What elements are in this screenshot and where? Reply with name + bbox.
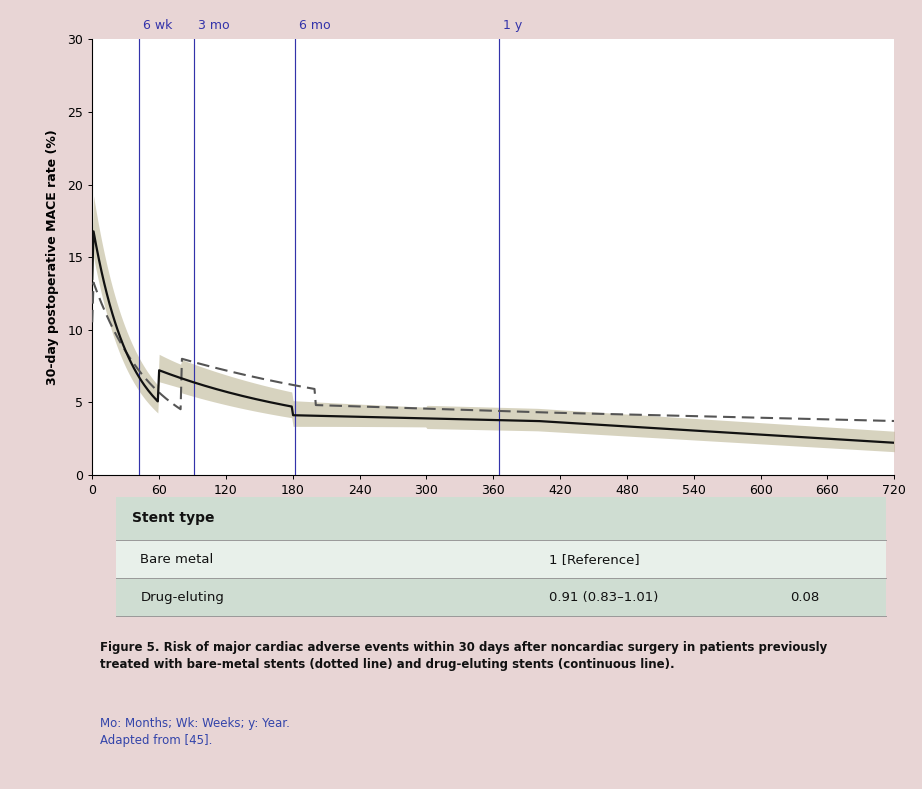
- Text: Stent type: Stent type: [133, 511, 215, 525]
- Text: 3 mo: 3 mo: [198, 19, 230, 32]
- X-axis label: Time between stent and operation (days): Time between stent and operation (days): [330, 505, 656, 519]
- Text: 0.91 (0.83–1.01): 0.91 (0.83–1.01): [550, 591, 659, 604]
- Text: 0.08: 0.08: [790, 591, 820, 604]
- Text: 1 [Reference]: 1 [Reference]: [550, 552, 640, 566]
- Text: Figure 5. Risk of major cardiac adverse events within 30 days after noncardiac s: Figure 5. Risk of major cardiac adverse …: [100, 641, 827, 671]
- Y-axis label: 30-day postoperative MACE rate (%): 30-day postoperative MACE rate (%): [46, 129, 59, 385]
- Bar: [116, 497, 886, 540]
- Text: Drug-eluting: Drug-eluting: [140, 591, 224, 604]
- Bar: [116, 540, 886, 578]
- Text: 6 wk: 6 wk: [144, 19, 172, 32]
- Text: 1 y: 1 y: [503, 19, 523, 32]
- Bar: [116, 578, 886, 616]
- Text: Mo: Months; Wk: Weeks; y: Year.
Adapted from [45].: Mo: Months; Wk: Weeks; y: Year. Adapted …: [100, 717, 290, 747]
- Text: 6 mo: 6 mo: [300, 19, 331, 32]
- Text: Bare metal: Bare metal: [140, 552, 214, 566]
